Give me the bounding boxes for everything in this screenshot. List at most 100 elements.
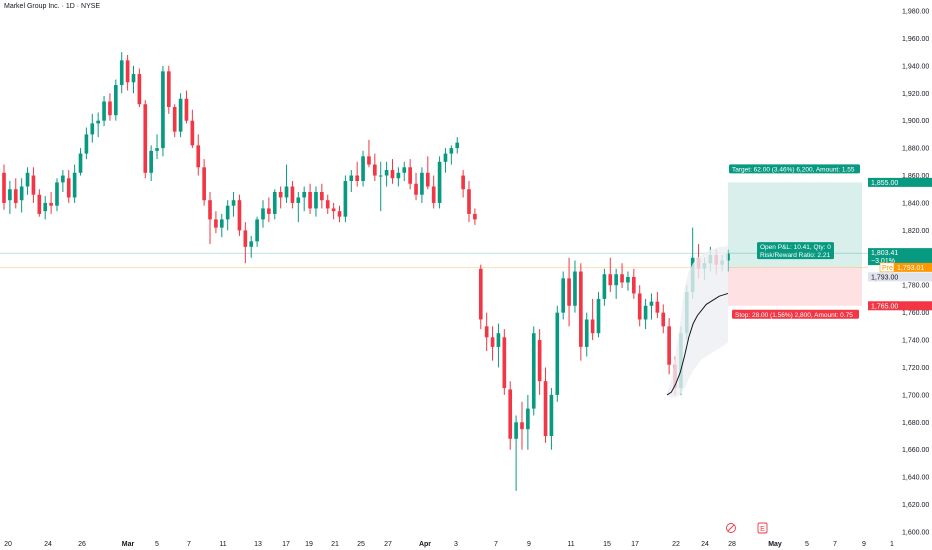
candle-body [66,178,71,198]
entry-price-tag-text: 1,793.00 [871,274,898,281]
candle-body [478,268,483,320]
price-tick-label: 1,880.00 [902,146,929,153]
dividend-icon-slash [727,524,735,532]
candle-body [208,200,212,220]
candle-body [384,170,389,176]
stop-price-tag-bg [868,301,932,311]
candle-body [631,276,636,294]
entry-price-tag-bg [868,272,932,282]
time-tick-label: 19 [305,541,313,548]
bottom-icons: E [726,522,768,534]
last-price-tag-bg [868,248,932,266]
pnl-label-text: Risk/Reward Ratio: 2.21 [760,252,830,259]
candle-body [596,298,601,334]
candle-body [567,278,571,306]
time-tick-label: 15 [603,541,611,548]
price-tick-label: 1,840.00 [902,200,929,207]
time-tick-label: 17 [282,541,290,548]
pre-price-tag: Pre 1,793.01 [879,262,932,273]
candle-body [402,167,407,173]
candle-body [214,219,218,228]
time-tick-label: 3 [454,541,458,548]
candle-body [231,200,236,206]
candle-body [561,278,566,313]
candle-body [96,120,101,124]
candlestick-series [2,52,730,491]
time-tick-label: 1 [890,541,894,548]
candle-body [314,191,318,209]
price-tick-label: 1,740.00 [902,338,929,345]
time-tick-label: 7 [187,541,191,548]
time-tick-label: Apr [419,541,431,548]
target-price-tag-text: 1,855.00 [871,180,898,187]
pnl-label-bg [757,242,834,260]
target-label-bg [729,164,860,174]
time-tick-label: 28 [728,541,736,548]
candle-body [55,182,59,206]
candle-body [396,172,401,179]
projection-mean-line [666,292,729,396]
candle-body [425,172,430,187]
candle-body [43,202,48,212]
candle-body [390,170,395,179]
candle-body [549,394,554,437]
candle-body [361,156,365,182]
candle-body [531,333,536,409]
candle-body [626,276,630,283]
time-tick-label: 25 [357,541,365,548]
time-tick-label: 9 [527,541,531,548]
pre-price-tag-bg [880,262,932,272]
candle-body [290,186,295,203]
candle-body [178,98,183,132]
candle-body [378,175,383,177]
time-tick-label: 22 [672,541,680,548]
candle-body [202,167,206,201]
candle-body [649,301,654,306]
candle-body [143,104,148,173]
target-price-tag-bg [868,177,932,187]
candle-body [237,200,242,231]
candle-body [49,202,53,206]
pnl-label-text: Open P&L: 10.41, Qty: 0 [760,244,831,251]
candle-body [284,186,289,198]
entry-price-tag: 1,793.00 [868,272,932,282]
price-tick-label: 1,660.00 [902,447,929,454]
time-tick-label: 21 [331,541,339,548]
projection-series [666,245,729,398]
candle-body [72,172,77,198]
candle-body [343,181,348,217]
candle-body [19,186,24,201]
dividend-icon-ring [726,523,736,533]
candle-body [473,213,477,220]
candle-body [467,189,471,214]
price-tick-label: 1,900.00 [902,118,929,125]
candle-body [166,71,171,107]
candle-body [455,142,460,149]
earnings-icon-text: E [760,526,765,533]
price-tick-label: 1,820.00 [902,228,929,235]
candle-body [667,326,671,365]
earnings-icon: E [757,522,768,534]
stop-price-tag-text: 1,765.00 [871,303,898,310]
price-tick-label: 1,780.00 [902,283,929,290]
time-tick-label: Mar [122,541,135,548]
candle-body [131,74,136,83]
candle-body [108,101,112,116]
time-tick-label: 20 [4,541,12,548]
candle-body [325,200,330,209]
price-tick-label: 1,600.00 [902,530,929,537]
time-tick-label: 24 [701,541,709,548]
price-tick-label: 1,940.00 [902,63,929,70]
price-tick-label: 1,860.00 [902,173,929,180]
candle-body [579,271,583,347]
price-tags: Target: 62.00 (3.46%) 6,200, Amount: 1.5… [729,164,932,319]
candle-body [125,60,130,83]
candle-body [484,326,489,338]
candle-body [278,191,283,198]
candle-body [190,120,195,146]
candle-body [514,422,518,439]
candle-body [137,74,142,105]
candle-body [243,230,248,247]
